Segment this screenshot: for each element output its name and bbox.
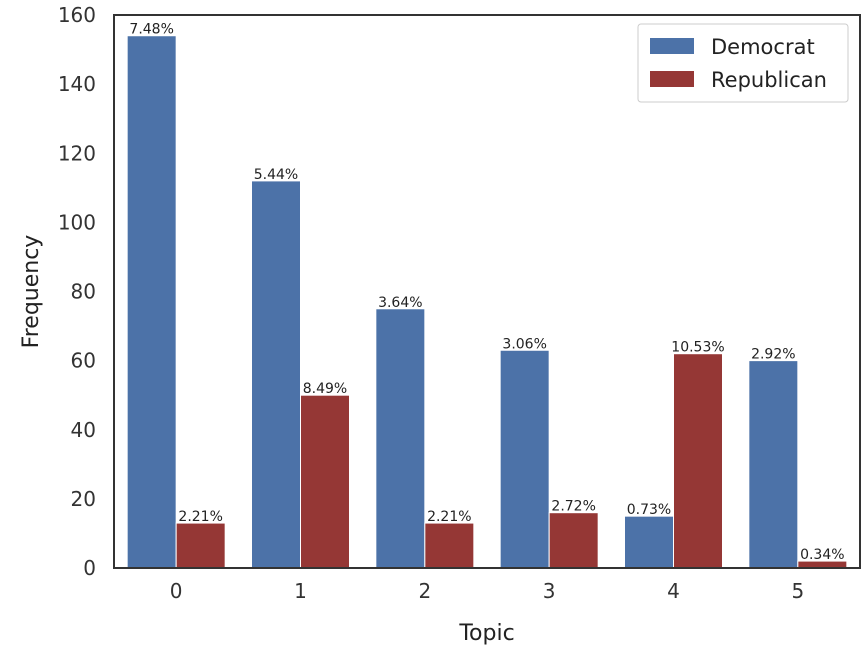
bar-democrat-topic-4 xyxy=(624,515,674,569)
data-label-republican-topic-1: 8.49% xyxy=(303,381,347,397)
bar-republican-topic-3 xyxy=(548,512,599,569)
data-label-republican-topic-3: 2.72% xyxy=(551,499,595,515)
data-label-republican-topic-0: 2.21% xyxy=(178,509,222,525)
x-tick-labels: 0 1 2 3 4 5 xyxy=(170,579,804,603)
y-tick-labels: 0 20 40 60 80 100 120 140 160 xyxy=(58,3,96,580)
plot-frame xyxy=(113,14,861,569)
bar-democrat-topic-3 xyxy=(499,349,550,569)
data-label-democrat-topic-3: 3.06% xyxy=(502,336,546,352)
bar-republican-topic-2 xyxy=(424,522,475,569)
legend-swatch-democrat xyxy=(650,38,694,54)
y-tick-label: 80 xyxy=(71,280,96,304)
y-tick-label: 20 xyxy=(71,487,96,511)
legend-label-democrat: Democrat xyxy=(711,35,815,59)
y-tick-label: 40 xyxy=(71,418,96,442)
data-label-democrat-topic-5: 2.92% xyxy=(751,347,795,363)
bar-democrat-topic-5 xyxy=(748,360,799,569)
x-tick-label: 1 xyxy=(294,579,307,603)
bar-republican-topic-4 xyxy=(673,353,723,569)
x-tick-label: 0 xyxy=(170,579,183,603)
x-tick-label: 3 xyxy=(543,579,556,603)
y-tick-label: 0 xyxy=(83,556,96,580)
legend-label-republican: Republican xyxy=(711,68,827,92)
bar-republican-topic-1 xyxy=(300,394,350,569)
y-tick-label: 60 xyxy=(71,349,96,373)
data-label-democrat-topic-2: 3.64% xyxy=(378,295,422,311)
y-tick-label: 100 xyxy=(58,210,96,234)
bar-republican-topic-0 xyxy=(175,522,226,569)
legend: Democrat Republican xyxy=(637,23,849,103)
x-tick-label: 5 xyxy=(791,579,804,603)
data-label-democrat-topic-0: 7.48% xyxy=(129,22,173,38)
x-axis-label: Topic xyxy=(458,621,514,646)
bar-democrat-topic-0 xyxy=(126,35,177,569)
data-label-republican-topic-2: 2.21% xyxy=(427,509,471,525)
y-tick-label: 120 xyxy=(58,141,96,165)
bar-democrat-topic-2 xyxy=(375,308,426,569)
x-tick-label: 4 xyxy=(667,579,680,603)
bar-democrat-topic-1 xyxy=(251,180,301,569)
y-tick-label: 140 xyxy=(58,72,96,96)
data-label-democrat-topic-1: 5.44% xyxy=(254,167,298,183)
data-label-republican-topic-5: 0.34% xyxy=(800,547,844,563)
data-label-democrat-topic-4: 0.73% xyxy=(627,502,671,518)
bars-layer xyxy=(126,35,848,569)
data-labels-layer: 7.48% 5.44% 3.64% 3.06% 0.73% 2.92% 2.21% 8.49%… xyxy=(129,22,844,563)
legend-swatch-republican xyxy=(650,71,694,87)
y-axis-label: Frequency xyxy=(19,235,44,349)
y-tick-label: 160 xyxy=(58,3,96,27)
x-tick-label: 2 xyxy=(418,579,431,603)
data-label-republican-topic-4: 10.53% xyxy=(671,340,724,356)
